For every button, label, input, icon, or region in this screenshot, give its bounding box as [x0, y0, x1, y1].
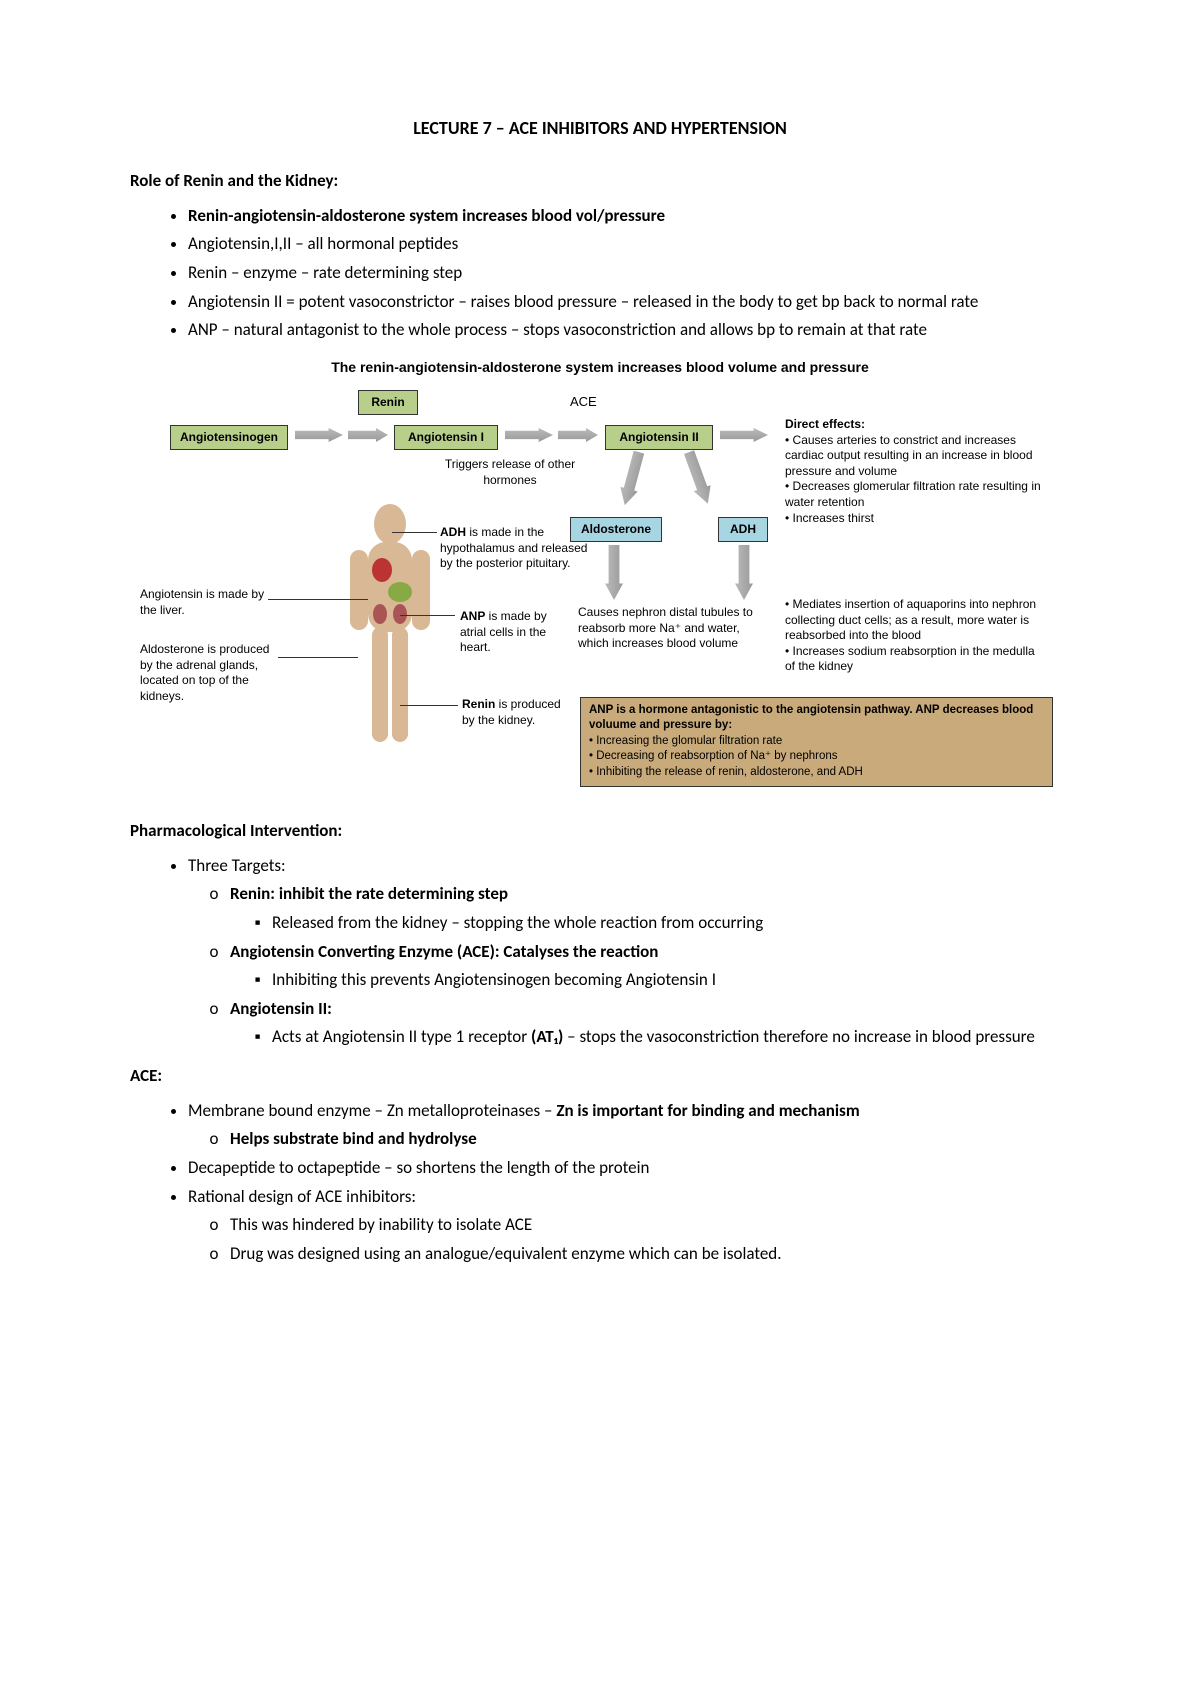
label-adh-made: ADH is made in the hypothalamus and rele… [440, 525, 590, 572]
list-item: Helps substrate bind and hydrolyse [230, 1127, 1070, 1152]
text: Causes arteries to constrict and increas… [785, 433, 1033, 478]
text: Angiotensin Converting Enzyme (ACE): Cat… [230, 941, 658, 962]
list-item: Inhibiting this prevents Angiotensinogen… [272, 968, 1070, 993]
node-ang1: Angiotensin I [394, 425, 498, 450]
list-item: Renin: inhibit the rate determining step… [230, 882, 1070, 935]
label-aldo-made: Aldosterone is produced by the adrenal g… [140, 642, 280, 704]
node-adh: ADH [718, 517, 768, 542]
list-item: ANP – natural antagonist to the whole pr… [188, 318, 1070, 343]
text: Decreases glomerular filtration rate res… [785, 479, 1041, 509]
list-item: Angiotensin,I,II – all hormonal peptides [188, 232, 1070, 257]
line [278, 657, 358, 658]
list-item: This was hindered by inability to isolat… [230, 1213, 1070, 1238]
node-renin: Renin [358, 390, 418, 415]
text: – stops the vasoconstriction therefore n… [563, 1026, 1035, 1047]
section-role-renin: Role of Renin and the Kidney: [130, 169, 1070, 194]
text: Three Targets: [188, 855, 286, 876]
node-ang2: Angiotensin II [605, 425, 713, 450]
line [392, 532, 437, 533]
line [400, 705, 458, 706]
label-ang-liver: Angiotensin is made by the liver. [140, 587, 270, 618]
text: Rational design of ACE inhibitors: [188, 1186, 416, 1207]
diagram-title: The renin-angiotensin-aldosterone system… [140, 357, 1060, 377]
text: ANP is a hormone antagonistic to the ang… [589, 704, 1033, 732]
label-aldo-effect: Causes nephron distal tubules to reabsor… [578, 605, 753, 652]
list-item: Three Targets: Renin: inhibit the rate d… [188, 854, 1070, 1050]
text: Renin: inhibit the rate determining step [230, 883, 508, 904]
label-renin-made: Renin is produced by the kidney. [462, 697, 572, 728]
section-ace: ACE: [130, 1064, 1070, 1089]
list-item: Angiotensin Converting Enzyme (ACE): Cat… [230, 940, 1070, 993]
list-item: Drug was designed using an analogue/equi… [230, 1242, 1070, 1267]
label-direct-effects: Direct effects: • Causes arteries to con… [785, 417, 1045, 526]
list-item: Renin – enzyme – rate determining step [188, 261, 1070, 286]
arrow-icon [720, 428, 768, 442]
list-item: Angiotensin II = potent vasoconstrictor … [188, 290, 1070, 315]
text: Mediates insertion of aquaporins into ne… [785, 597, 1036, 642]
arrow-icon [558, 428, 598, 442]
body-figure [320, 502, 460, 762]
list-item: Decapeptide to octapeptide – so shortens… [188, 1156, 1070, 1181]
list-ace: Membrane bound enzyme – Zn metalloprotei… [130, 1099, 1070, 1267]
arrow-icon [735, 545, 753, 600]
list-item: Released from the kidney – stopping the … [272, 911, 1070, 936]
page-title: LECTURE 7 – ACE INHIBITORS AND HYPERTENS… [130, 115, 1070, 141]
text: (AT₁) [531, 1026, 563, 1047]
text: Increases thirst [793, 511, 874, 525]
text: Inhibiting the release of renin, aldoste… [596, 766, 863, 778]
text: Renin-angiotensin-aldosterone system inc… [188, 205, 665, 226]
arrow-icon [348, 428, 388, 442]
label-triggers: Triggers release of other hormones [440, 457, 580, 488]
list-item: Membrane bound enzyme – Zn metalloprotei… [188, 1099, 1070, 1152]
text: Membrane bound enzyme – Zn metalloprotei… [188, 1100, 556, 1121]
list-item: Rational design of ACE inhibitors: This … [188, 1185, 1070, 1267]
label-anp-made: ANP is made by atrial cells in the heart… [460, 609, 575, 656]
node-ace: ACE [570, 393, 597, 412]
arrow-icon [505, 428, 553, 442]
anp-info-box: ANP is a hormone antagonistic to the ang… [580, 697, 1053, 787]
list-item: Renin-angiotensin-aldosterone system inc… [188, 204, 1070, 229]
node-angiotensinogen: Angiotensinogen [170, 425, 288, 450]
arrow-icon [295, 428, 343, 442]
arrow-icon [605, 545, 623, 600]
list-pharm: Three Targets: Renin: inhibit the rate d… [130, 854, 1070, 1050]
text: Acts at Angiotensin II type 1 receptor [272, 1026, 531, 1047]
text: Decreasing of reabsorption of Na⁺ by nep… [596, 750, 837, 762]
arrow-icon [616, 450, 648, 508]
text: Helps substrate bind and hydrolyse [230, 1128, 477, 1149]
label-adh-effect: • Mediates insertion of aquaporins into … [785, 597, 1045, 675]
list-item: Acts at Angiotensin II type 1 receptor (… [272, 1025, 1070, 1050]
text: Zn is important for binding and mechanis… [556, 1100, 859, 1121]
section-pharm-intervention: Pharmacological Intervention: [130, 819, 1070, 844]
arrow-icon [681, 449, 717, 507]
raas-diagram: The renin-angiotensin-aldosterone system… [140, 357, 1060, 797]
text: Increases sodium reabsorption in the med… [785, 644, 1035, 674]
list-role-renin: Renin-angiotensin-aldosterone system inc… [130, 204, 1070, 343]
text: Increasing the glomular filtration rate [596, 735, 782, 747]
line [400, 615, 455, 616]
text: Direct effects: [785, 417, 865, 431]
list-item: Angiotensin II: Acts at Angiotensin II t… [230, 997, 1070, 1050]
text: Angiotensin II: [230, 998, 332, 1019]
line [268, 599, 368, 600]
